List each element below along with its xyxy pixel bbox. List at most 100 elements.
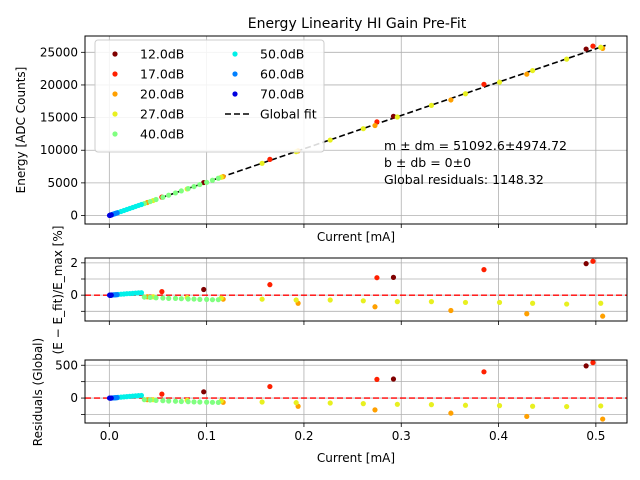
- data-point-40-0db: [215, 399, 221, 406]
- data-point-27-0db: [530, 300, 536, 306]
- data-point-40-0db: [209, 297, 216, 303]
- data-point-20-0db: [600, 416, 606, 422]
- data-point-17-0db: [481, 369, 487, 375]
- data-point-27-0db: [462, 402, 469, 408]
- legend-marker: [232, 91, 238, 97]
- data-point-27-0db: [462, 299, 469, 306]
- data-point-12-0db: [583, 363, 589, 369]
- data-point-70-0db: [108, 395, 114, 401]
- chart-title: Energy Linearity HI Gain Pre-Fit: [248, 16, 467, 32]
- data-point-40-0db: [204, 399, 210, 405]
- data-point-17-0db: [267, 156, 273, 162]
- annotation-slope: m ± dm = 51092.6±4974.72: [384, 138, 567, 153]
- x-tick-label: 0.1: [197, 429, 216, 443]
- legend-label: 12.0dB: [140, 47, 184, 62]
- data-point-20-0db: [448, 410, 454, 416]
- data-point-27-0db: [327, 400, 333, 406]
- x-tick-label: 0.5: [586, 429, 605, 443]
- x-tick-label: 0.4: [489, 429, 508, 443]
- data-point-27-0db: [564, 301, 570, 307]
- data-point-20-0db: [524, 311, 530, 317]
- data-point-40-0db: [141, 294, 147, 300]
- legend-box: [94, 39, 325, 153]
- data-point-27-0db: [564, 403, 570, 410]
- data-point-50-0db: [138, 392, 145, 399]
- data-point-17-0db: [267, 383, 273, 390]
- data-point-40-0db: [204, 179, 210, 185]
- legend-label: 40.0dB: [140, 127, 184, 142]
- data-point-17-0db: [267, 282, 273, 288]
- data-point-27-0db: [394, 114, 400, 120]
- data-point-40-0db: [209, 177, 216, 183]
- data-point-27-0db: [428, 402, 435, 408]
- data-point-60-0db: [114, 292, 120, 298]
- data-point-40-0db: [178, 296, 184, 302]
- data-point-27-0db: [496, 403, 503, 409]
- y-tick-label: 2: [70, 256, 78, 270]
- data-point-40-0db: [172, 295, 179, 301]
- data-point-60-0db: [114, 210, 120, 216]
- data-point-27-0db: [530, 67, 536, 74]
- data-point-50-0db: [138, 201, 145, 208]
- data-point-40-0db: [185, 399, 191, 405]
- relative-residuals-y-axis-label: (E − E_fit)/E_max [%]: [51, 226, 65, 355]
- data-point-27-0db: [293, 400, 299, 406]
- data-point-12-0db: [201, 286, 207, 293]
- data-point-40-0db: [178, 188, 184, 194]
- relative-residuals-grid: [85, 258, 627, 321]
- global-fit-line: [109, 44, 606, 217]
- data-point-27-0db: [530, 403, 536, 409]
- data-point-70-0db: [108, 212, 114, 218]
- relative-residuals-x-ticks: [108, 321, 597, 325]
- data-point-27-0db: [598, 403, 604, 409]
- data-point-40-0db: [197, 296, 203, 302]
- legend-marker: [112, 111, 118, 117]
- global-residuals-y-axis-label: Residuals (Global): [31, 338, 45, 446]
- data-point-40-0db: [209, 399, 216, 405]
- energy-x-axis-label: Current [mA]: [317, 230, 395, 244]
- data-point-12-0db: [390, 113, 397, 119]
- data-point-27-0db: [327, 297, 333, 303]
- y-tick-label: 5000: [47, 176, 78, 190]
- data-point-17-0db: [159, 289, 165, 295]
- relative-residuals-panel: 02 (E − E_fit)/E_max [%]: [51, 226, 628, 355]
- legend-label: 70.0dB: [260, 87, 304, 102]
- data-point-40-0db: [191, 296, 197, 302]
- energy-panel: Energy Linearity HI Gain Pre-Fit 0 5000 10…: [14, 16, 628, 244]
- data-point-27-0db: [360, 126, 366, 132]
- data-point-20-0db: [600, 313, 606, 319]
- y-tick-label: 500: [55, 358, 78, 372]
- data-point-40-0db: [147, 397, 153, 403]
- annotation-intercept: b ± db = 0±0: [384, 155, 471, 170]
- y-tick-label: 15000: [40, 111, 78, 125]
- data-point-27-0db: [259, 160, 265, 166]
- legend-label: Global fit: [260, 107, 317, 122]
- data-point-12-0db: [583, 46, 589, 52]
- data-point-17-0db: [481, 81, 487, 87]
- data-point-70-0db: [108, 292, 114, 298]
- legend-label: 27.0dB: [140, 107, 184, 122]
- data-point-27-0db: [428, 102, 435, 108]
- data-point-40-0db: [191, 399, 197, 405]
- x-tick-label: 0.2: [294, 429, 313, 443]
- data-point-60-0db: [114, 395, 120, 401]
- energy-points: [106, 43, 606, 219]
- fit-annotations: m ± dm = 51092.6±4974.72 b ± db = 0±0 Gl…: [384, 138, 567, 187]
- energy-x-ticks: [108, 224, 597, 228]
- data-point-27-0db: [564, 56, 570, 62]
- data-point-40-0db: [197, 181, 203, 188]
- y-tick-label: 0: [70, 288, 78, 302]
- annotation-global-residuals: Global residuals: 1148.32: [384, 172, 544, 187]
- data-point-20-0db: [372, 304, 378, 310]
- data-point-27-0db: [394, 401, 400, 407]
- data-point-40-0db: [141, 397, 147, 403]
- data-point-27-0db: [598, 300, 604, 306]
- relative-residuals-y-ticks: 02: [70, 256, 85, 312]
- legend-marker: [232, 51, 238, 57]
- data-point-17-0db: [481, 267, 487, 273]
- legend-marker: [112, 71, 118, 77]
- data-point-40-0db: [153, 397, 159, 403]
- energy-y-ticks: 0 5000 10000 15000 20000 25000: [40, 45, 85, 223]
- data-point-27-0db: [259, 399, 265, 405]
